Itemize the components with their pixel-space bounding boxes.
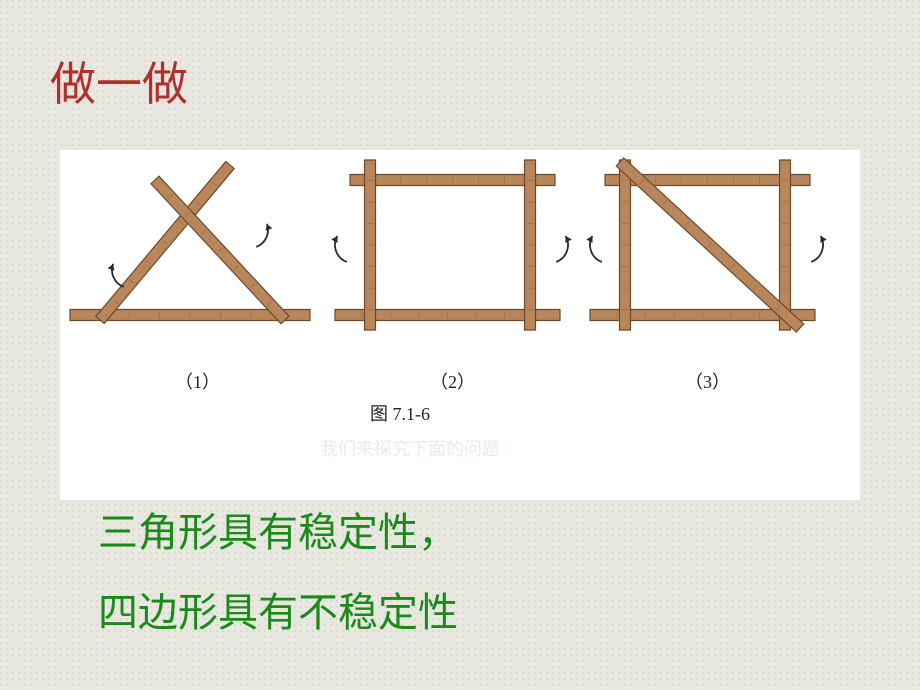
figure-number-3: （3） — [685, 368, 730, 394]
conclusion-line-1: 三角形具有稳定性， — [98, 500, 458, 558]
figure-panel: （1） （2） （3） 图 7.1-6 我们来探究下面的问题 — [60, 150, 860, 500]
faint-background-text: 我们来探究下面的问题 — [320, 435, 500, 461]
figure-caption: 图 7.1-6 — [370, 400, 430, 426]
figure-number-2: （2） — [430, 368, 475, 394]
title-text: 做一做 — [50, 59, 188, 110]
figure-illustration — [60, 150, 860, 350]
conclusion-line-2: 四边形具有不稳定性 — [98, 580, 458, 638]
figure-number-1: （1） — [175, 368, 220, 394]
section-title: 做一做 — [50, 48, 188, 114]
